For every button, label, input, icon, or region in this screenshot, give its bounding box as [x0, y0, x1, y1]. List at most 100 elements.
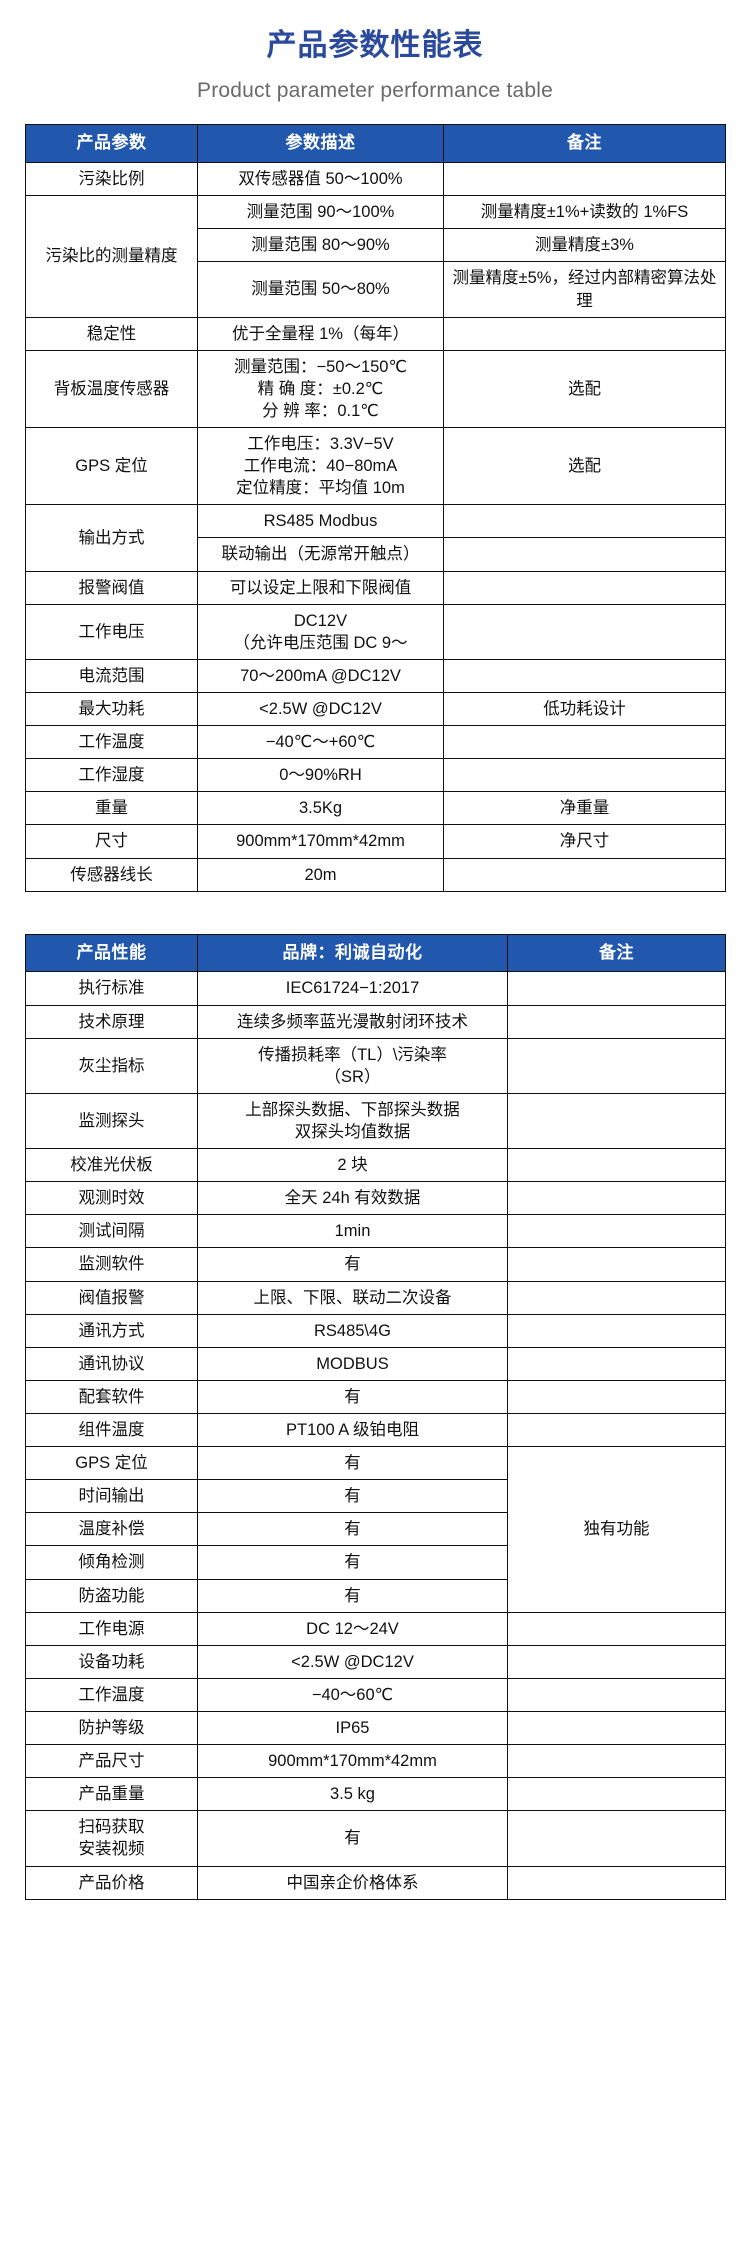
table-row: 电流范围 70～200mA @DC12V — [25, 658, 726, 694]
product-performance-table-wrap: 产品性能 品牌：利诚自动化 备注 执行标准 IEC61724−1:2017 技术原理… — [25, 933, 726, 1900]
row-parameter-label: 报警阀值 — [25, 570, 198, 605]
row-performance-label: 温度补偿 — [25, 1512, 198, 1547]
row-parameter-value: <2.5W @DC12V — [197, 692, 444, 727]
row-performance-label: 观测时效 — [25, 1181, 198, 1216]
table-row: 防盗功能有 — [25, 1578, 726, 1613]
row-performance-value: 3.5 kg — [197, 1777, 508, 1812]
column-header-product-parameter: 产品参数 — [25, 124, 198, 164]
row-performance-value: 900mm*170mm*42mm — [197, 1744, 508, 1779]
table-row: 背板温度传感器 测量范围：−50～150℃ 精 确 度：±0.2℃ 分 辨 率：0… — [25, 349, 726, 429]
table-row: 稳定性 优于全量程 1%（每年） — [25, 316, 726, 351]
column-header-remark: 备注 — [443, 124, 726, 164]
table-row: 技术原理 连续多频率蓝光漫散射闭环技术 — [25, 1004, 726, 1039]
table-row: 测量范围 80～90% 测量精度±3% — [26, 228, 726, 263]
row-performance-remark — [507, 1644, 726, 1679]
row-performance-value: −40～60℃ — [197, 1677, 508, 1712]
row-performance-label: 工作温度 — [25, 1677, 198, 1712]
table-row: 防护等级 IP65 — [25, 1710, 726, 1746]
table-row: 输出方式 RS485 Modbus — [25, 504, 726, 572]
row-performance-remark — [507, 1181, 726, 1216]
table-row: 重量 3.5Kg 净重量 — [25, 791, 726, 826]
row-performance-label: 设备功耗 — [25, 1644, 198, 1679]
table-row: 工作湿度 0～90%RH — [25, 758, 726, 793]
product-parameter-table-wrap: 产品参数 参数描述 备注 污染比例 双传感器值 50～100% 污染比的测量精度 测量… — [25, 124, 726, 892]
row-performance-value: IP65 — [197, 1710, 508, 1746]
table-header-row: 产品性能 品牌：利诚自动化 备注 — [25, 933, 726, 973]
row-parameter-remark — [443, 857, 726, 892]
row-performance-remark-merged: 独有功能 — [507, 1446, 726, 1613]
row-parameter-value: 0～90%RH — [197, 758, 444, 793]
row-parameter-remark — [443, 758, 726, 793]
row-parameter-value: DC12V （允许电压范围 DC 9～ — [197, 603, 444, 660]
row-parameter-label: 污染比的测量精度 — [25, 195, 198, 318]
row-performance-label: GPS 定位 — [25, 1446, 198, 1481]
product-parameter-table: 产品参数 参数描述 备注 污染比例 双传感器值 50～100% 污染比的测量精度 测量… — [25, 124, 726, 892]
table-row: 配套软件有 — [25, 1379, 726, 1414]
table-row: 灰尘指标 传播损耗率（TL）\污染率 （SR） — [25, 1037, 726, 1094]
row-parameter-remark: 测量精度±3% — [443, 228, 726, 263]
row-performance-remark — [507, 1379, 726, 1414]
table-row: 温度补偿有 — [25, 1512, 726, 1547]
table-row: GPS 定位 工作电压：3.3V−5V 工作电流：40−80mA 定位精度：平均值… — [25, 427, 726, 506]
row-performance-remark — [507, 1777, 726, 1812]
table-row: 传感器线长 20m — [25, 857, 726, 892]
row-performance-label: 产品尺寸 — [25, 1744, 198, 1779]
table-row: 监测软件有 — [25, 1247, 726, 1282]
row-parameter-remark: 低功耗设计 — [443, 692, 726, 727]
row-performance-value: 有 — [197, 1247, 508, 1282]
table-row: 报警阀值 可以设定上限和下限阀值 — [25, 570, 726, 605]
row-parameter-value: 测量范围 80～90% — [197, 228, 444, 263]
row-performance-label: 执行标准 — [25, 971, 198, 1006]
row-performance-label: 技术原理 — [25, 1004, 198, 1039]
row-parameter-remark — [443, 570, 726, 605]
row-parameter-remark — [443, 316, 726, 351]
row-parameter-remark — [443, 537, 726, 572]
page-title: 产品参数性能表 — [266, 29, 484, 62]
row-parameter-value: 20m — [197, 857, 444, 892]
row-performance-label: 通讯方式 — [25, 1313, 198, 1348]
table-row: 产品尺寸 900mm*170mm*42mm — [25, 1744, 726, 1779]
row-parameter-remark — [443, 504, 726, 539]
table-row: 测试间隔 1min — [25, 1214, 726, 1249]
table-row: 观测时效 全天 24h 有效数据 — [25, 1181, 726, 1216]
row-performance-remark — [507, 1004, 726, 1039]
table-row: 执行标准 IEC61724−1:2017 — [25, 971, 726, 1006]
row-performance-label: 防盗功能 — [25, 1578, 198, 1613]
row-performance-value: 有 — [197, 1810, 508, 1867]
row-performance-remark — [507, 1710, 726, 1746]
row-parameter-label: 尺寸 — [25, 824, 198, 859]
row-performance-remark — [507, 1280, 726, 1315]
row-performance-remark — [507, 1865, 726, 1900]
row-performance-value: 连续多频率蓝光漫散射闭环技术 — [197, 1004, 508, 1039]
row-performance-value: 中国亲企价格体系 — [197, 1865, 508, 1900]
row-parameter-label: 输出方式 — [25, 504, 198, 572]
row-performance-label: 产品价格 — [25, 1865, 198, 1900]
row-performance-remark — [507, 1412, 726, 1448]
table-row: 阀值报警 上限、下限、联动二次设备 — [25, 1280, 726, 1315]
row-performance-value: 有 — [197, 1379, 508, 1414]
row-performance-value: 上部探头数据、下部探头数据 双探头均值数据 — [197, 1092, 508, 1150]
row-parameter-label: 稳定性 — [25, 316, 198, 351]
table-header-row: 产品参数 参数描述 备注 — [25, 124, 726, 164]
column-header-remark: 备注 — [507, 933, 726, 973]
table-row: 产品重量 3.5 kg — [25, 1777, 726, 1812]
row-performance-label: 工作电源 — [25, 1611, 198, 1646]
row-performance-value: 1min — [197, 1214, 508, 1249]
page-subtitle: Product parameter performance table — [196, 79, 553, 102]
row-performance-value: 有 — [197, 1479, 508, 1514]
row-performance-remark — [507, 1346, 726, 1381]
row-parameter-remark — [443, 725, 726, 760]
row-parameter-label: 污染比例 — [25, 162, 198, 197]
row-performance-value: MODBUS — [197, 1346, 508, 1381]
row-parameter-remark: 选配 — [443, 427, 726, 506]
row-performance-value: 有 — [197, 1578, 508, 1613]
row-parameter-value: 工作电压：3.3V−5V 工作电流：40−80mA 定位精度：平均值 10m — [197, 427, 444, 506]
row-performance-label: 阀值报警 — [25, 1280, 198, 1315]
row-parameter-label: GPS 定位 — [25, 427, 198, 506]
row-parameter-value: 3.5Kg — [197, 791, 444, 826]
table-row: 尺寸 900mm*170mm*42mm 净尺寸 — [25, 824, 726, 859]
row-performance-value: 上限、下限、联动二次设备 — [197, 1280, 508, 1315]
row-parameter-label: 最大功耗 — [25, 692, 198, 727]
row-performance-value: <2.5W @DC12V — [197, 1644, 508, 1679]
row-performance-label: 扫码获取 安装视频 — [25, 1810, 198, 1867]
